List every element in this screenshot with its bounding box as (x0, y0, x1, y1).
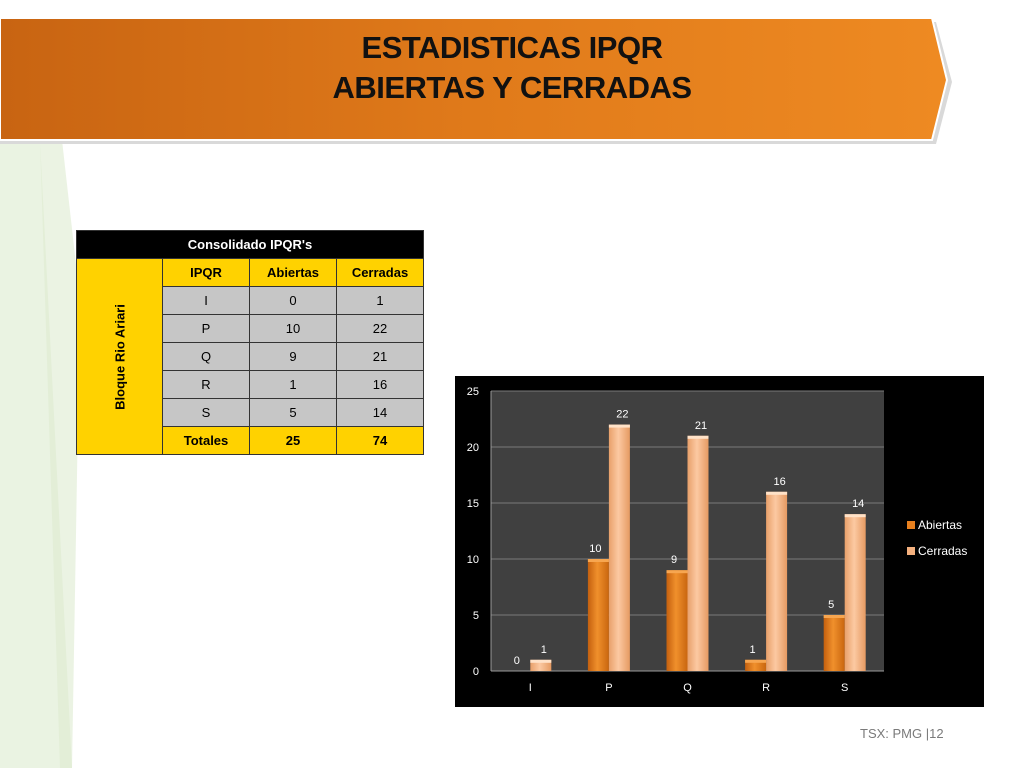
ipqr-table: Consolidado IPQR's Bloque Rio Ariari IPQ… (76, 230, 424, 455)
y-tick-label: 25 (467, 386, 479, 398)
data-label: 16 (773, 476, 785, 488)
x-tick-label: S (841, 682, 848, 694)
y-tick-label: 0 (473, 666, 479, 678)
column-header-ipqr: IPQR (162, 258, 250, 287)
totals-row: Totales 25 74 (77, 426, 424, 455)
title-banner (0, 17, 952, 144)
table-group-cell: Bloque Rio Ariari (76, 258, 163, 455)
bar-cerradas (530, 659, 552, 671)
totals-label: Totales (162, 426, 250, 455)
data-label: 10 (589, 543, 601, 555)
bar-cap (823, 615, 845, 618)
row-abiertas: 0 (249, 286, 337, 315)
legend-label: Cerradas (918, 544, 967, 558)
bar-cap (530, 659, 552, 663)
y-tick-label: 20 (467, 442, 479, 454)
bar-abiertas (745, 659, 767, 671)
table-row: P 10 22 (77, 314, 424, 343)
legend-swatch (907, 521, 915, 529)
totals-cerradas: 74 (336, 426, 424, 455)
row-label: I (162, 286, 250, 315)
legend-label: Abiertas (918, 518, 962, 532)
x-tick-label: Q (683, 682, 692, 694)
x-tick-label: P (605, 682, 612, 694)
data-label: 5 (828, 599, 834, 611)
bar-abiertas (823, 615, 845, 671)
data-label: 14 (852, 498, 864, 510)
data-label: 1 (541, 644, 547, 656)
row-cerradas: 14 (336, 398, 424, 427)
slide-title: ESTADISTICAS IPQR ABIERTAS Y CERRADAS (0, 28, 1024, 108)
bar-cap (745, 659, 767, 663)
x-tick-label: I (529, 682, 532, 694)
row-cerradas: 22 (336, 314, 424, 343)
title-line-1: ESTADISTICAS IPQR (361, 30, 663, 65)
bar-cap (844, 514, 866, 518)
data-label: 9 (671, 554, 677, 566)
bar-cap (766, 491, 788, 495)
title-line-2: ABIERTAS Y CERRADAS (332, 70, 692, 105)
row-abiertas: 1 (249, 370, 337, 399)
row-abiertas: 10 (249, 314, 337, 343)
bar-cerradas (766, 491, 788, 671)
bar-cap (608, 424, 630, 428)
bar-abiertas (666, 570, 688, 671)
row-cerradas: 1 (336, 286, 424, 315)
y-tick-label: 15 (467, 498, 479, 510)
bar-cap (666, 570, 688, 574)
bar-chart: 0 1 10 22 9 21 1 16 5 14 0 5 10 15 20 25 I P Q R S Abiertas… (455, 376, 984, 707)
data-label: 22 (616, 409, 628, 421)
bar-abiertas (587, 559, 609, 671)
slide-footer: TSX: PMG |12 (860, 726, 944, 741)
data-label: 21 (695, 420, 707, 432)
table-row: I 0 1 (77, 286, 424, 315)
data-label: 0 (514, 655, 520, 667)
table-header: Consolidado IPQR's (76, 230, 424, 259)
bar-cap (687, 435, 709, 439)
y-tick-label: 5 (473, 610, 479, 622)
bar-cerradas (844, 514, 866, 671)
legend-swatch (907, 547, 915, 555)
bar-chart-svg: 0 1 10 22 9 21 1 16 5 14 0 5 10 15 20 25 I P Q R S Abiertas… (467, 386, 968, 694)
row-label: S (162, 398, 250, 427)
column-header-cerradas: Cerradas (336, 258, 424, 287)
x-tick-label: R (762, 682, 770, 694)
table-group-label: Bloque Rio Ariari (112, 303, 127, 410)
bar-cap (587, 559, 609, 562)
y-tick-label: 10 (467, 554, 479, 566)
row-label: R (162, 370, 250, 399)
row-cerradas: 21 (336, 342, 424, 371)
column-header-abiertas: Abiertas (249, 258, 337, 287)
row-abiertas: 5 (249, 398, 337, 427)
bar-cerradas (608, 424, 630, 671)
row-label: Q (162, 342, 250, 371)
row-label: P (162, 314, 250, 343)
bar-cerradas (687, 435, 709, 671)
data-label: 1 (750, 644, 756, 656)
totals-abiertas: 25 (249, 426, 337, 455)
row-cerradas: 16 (336, 370, 424, 399)
row-abiertas: 9 (249, 342, 337, 371)
